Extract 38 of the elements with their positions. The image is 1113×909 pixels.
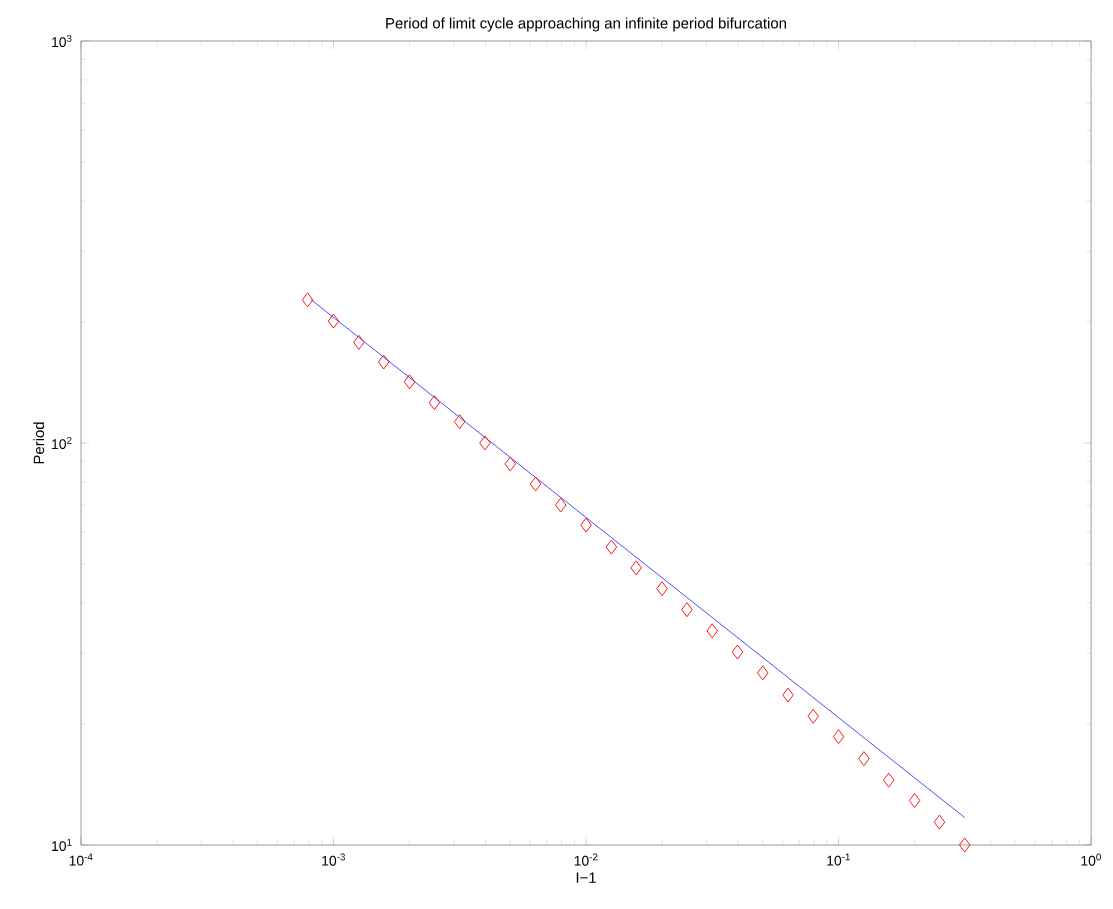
x-tick-label: 10$^{-3}$ <box>322 853 345 866</box>
point <box>630 560 642 576</box>
point <box>807 708 819 724</box>
point <box>858 751 870 767</box>
point <box>353 334 365 350</box>
x-tick-label: 10$^{0}$ <box>1081 853 1101 866</box>
point <box>555 497 567 513</box>
point <box>580 517 592 533</box>
chart-title: Period of limit cycle approaching an infinite period bifurcation <box>386 17 787 32</box>
x-tick-label: 10$^{-1}$ <box>827 853 850 866</box>
point <box>504 456 516 472</box>
y-tick-label: 10$^{2}$ <box>52 436 72 450</box>
x-axis-title: I−1 <box>576 872 596 883</box>
point <box>327 313 340 329</box>
point <box>656 581 668 597</box>
y-tick-label: 10$^{3}$ <box>52 34 72 48</box>
point <box>301 292 314 308</box>
point <box>479 435 491 451</box>
point <box>605 539 618 555</box>
point <box>377 354 390 370</box>
x-tick-label: 10$^{-4}$ <box>69 853 93 866</box>
point <box>453 414 466 430</box>
point <box>883 772 895 788</box>
point <box>428 395 441 411</box>
point <box>731 644 744 660</box>
y-axis-title: Period <box>33 422 45 464</box>
point <box>832 729 845 745</box>
y-tick-label: 10$^{1}$ <box>52 838 72 852</box>
point <box>782 687 794 703</box>
point <box>933 814 946 830</box>
point <box>959 837 971 853</box>
point <box>529 476 542 492</box>
point <box>403 374 416 390</box>
point <box>908 793 921 808</box>
x-tick-label: 10$^{-2}$ <box>574 853 598 866</box>
point <box>681 602 693 618</box>
point <box>757 665 769 681</box>
point <box>706 623 718 639</box>
